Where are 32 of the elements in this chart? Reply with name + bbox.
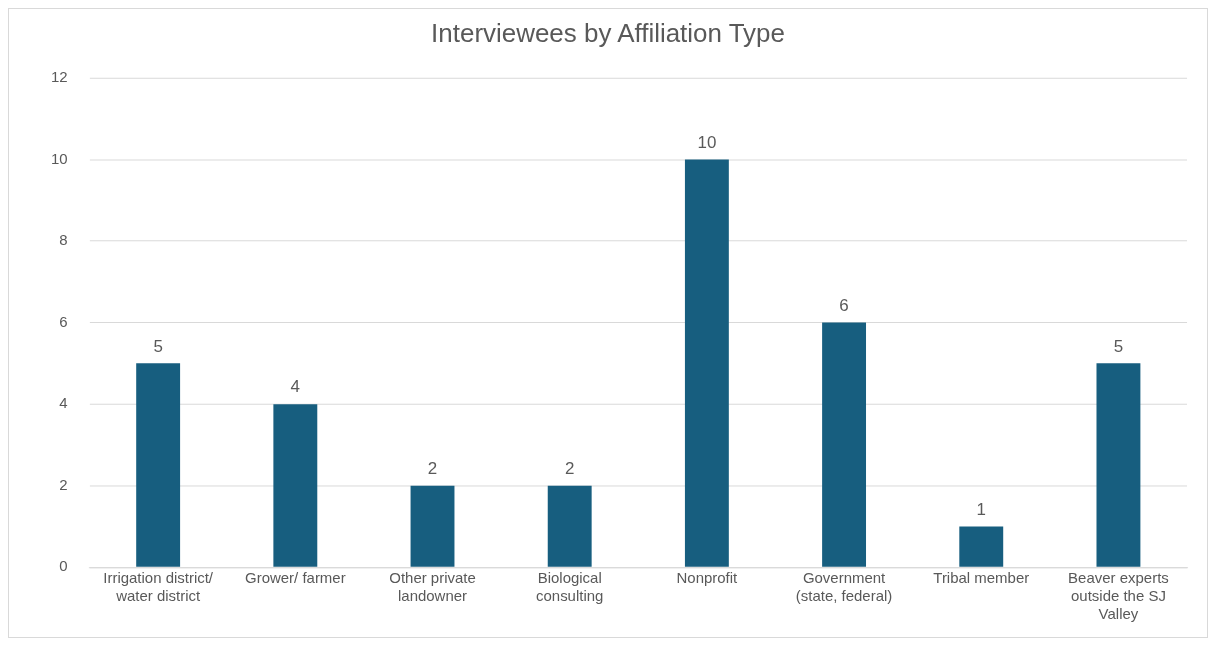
y-tick-label: 2 [59,475,68,493]
y-tick-label: 0 [59,557,68,575]
y-tick-label: 6 [59,312,68,330]
bar [410,485,455,567]
bar [1096,363,1141,567]
bar [684,159,729,567]
data-label: 5 [153,336,163,356]
data-label: 2 [427,458,438,478]
bar [822,322,867,567]
x-tick-label: Irrigation district/ water district [103,569,214,605]
bar [959,526,1004,567]
data-label: 5 [1113,336,1124,356]
bar [273,404,318,567]
bar [136,363,181,567]
bar [547,485,592,567]
data-label: 1 [976,499,986,519]
x-tick-label: Biological consulting [536,569,604,605]
y-tick-label: 4 [59,394,68,412]
x-tick-label: Nonprofit [676,569,739,587]
data-label: 2 [564,458,575,478]
data-label: 6 [839,295,849,315]
x-tick-label: Beaver experts outside the SJ Valley [1068,569,1169,623]
chart-title: Interviewees by Affiliation Type [431,18,785,47]
data-label: 4 [290,377,301,397]
x-tick-label: Other private landowner [389,569,476,605]
y-tick-label: 12 [50,68,68,86]
x-tick-label: Grower/ farmer [245,569,346,587]
x-tick-label: Government (state, federal) [795,569,893,605]
y-tick-label: 8 [59,231,68,249]
data-label: 10 [697,132,717,152]
y-tick-label: 10 [50,149,68,167]
x-tick-label: Tribal member [933,569,1030,587]
